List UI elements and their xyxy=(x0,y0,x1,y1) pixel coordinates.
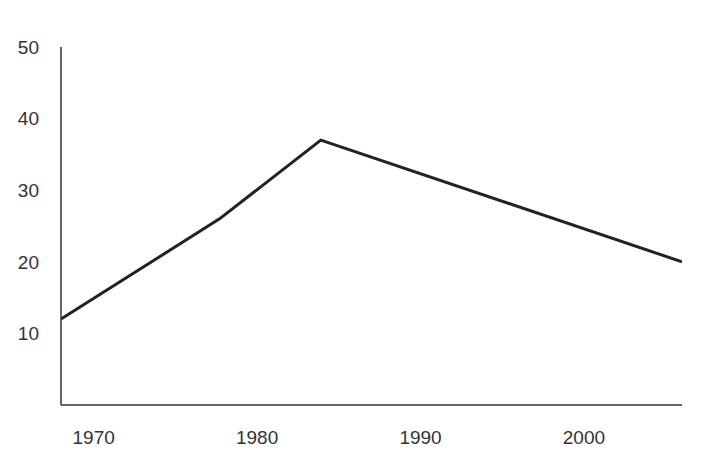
svg-text:1980: 1980 xyxy=(236,427,278,448)
svg-text:2000: 2000 xyxy=(563,427,605,448)
svg-text:30: 30 xyxy=(18,180,39,201)
svg-text:50: 50 xyxy=(18,37,39,58)
svg-text:40: 40 xyxy=(18,108,39,129)
svg-text:1970: 1970 xyxy=(73,427,115,448)
svg-text:10: 10 xyxy=(18,323,39,344)
svg-text:20: 20 xyxy=(18,252,39,273)
svg-text:1990: 1990 xyxy=(399,427,441,448)
